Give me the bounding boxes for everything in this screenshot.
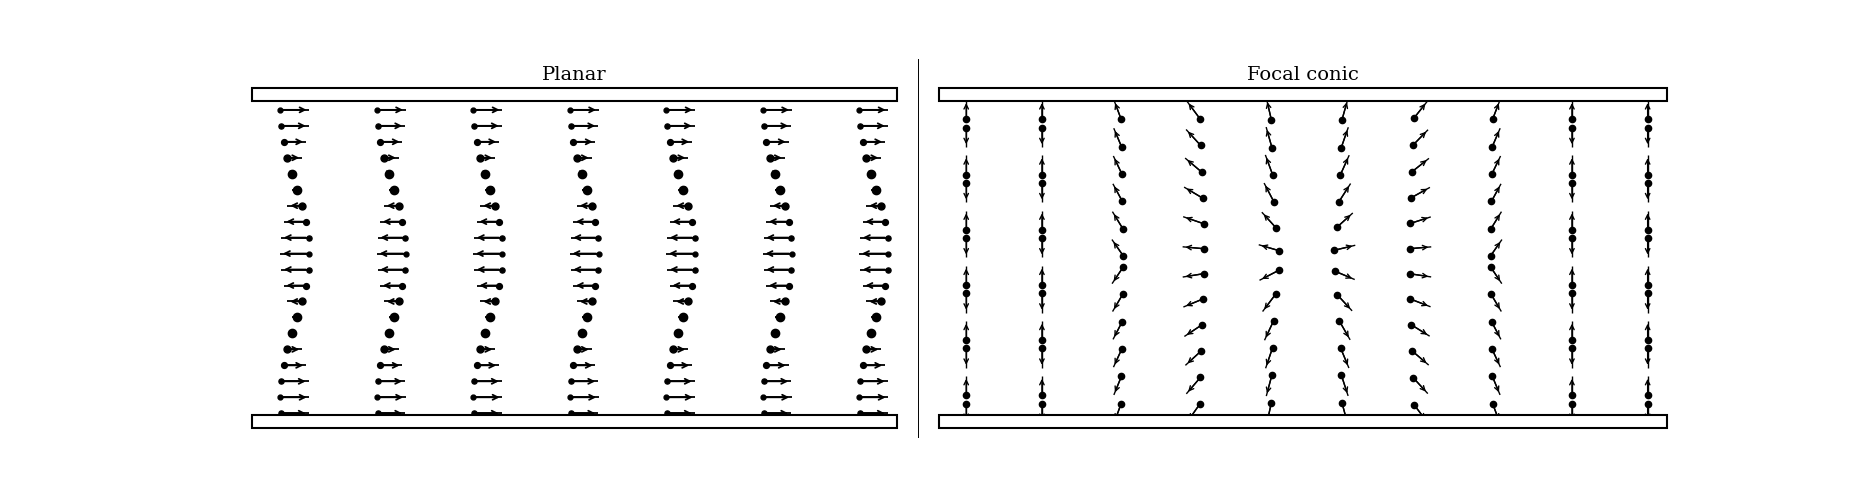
Bar [253,88,896,101]
Text: Planar: Planar [543,66,606,85]
Bar [939,88,1667,101]
Bar [253,415,896,428]
Bar [939,415,1667,428]
Text: Focal conic: Focal conic [1248,66,1358,85]
